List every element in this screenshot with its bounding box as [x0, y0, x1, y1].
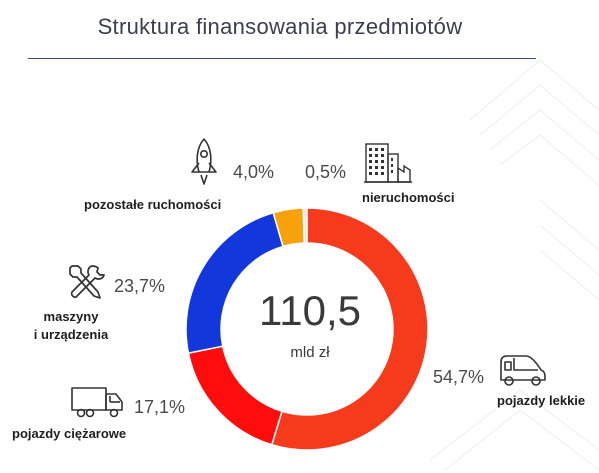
pct-pojazdy-lekkie: 54,7%	[433, 367, 485, 387]
label-pojazdy-lekkie: pojazdy lekkie	[497, 393, 586, 408]
label-maszyny: maszyny i urządzenia	[16, 308, 126, 344]
label-nieruchomosci: nieruchomości	[362, 190, 455, 205]
page-title: Struktura finansowania przedmiotów	[97, 14, 463, 39]
label-pojazdy-ciezarowe: pojazdy ciężarowe	[12, 426, 127, 441]
pct-maszyny: 23,7%	[114, 276, 166, 296]
title-underline	[28, 58, 536, 59]
car-icon	[500, 355, 546, 386]
label-maszyny-line1: maszyny	[43, 309, 99, 324]
total-value: 110,5	[259, 287, 361, 334]
label-pozostale-ruchomosci: pozostałe ruchomości	[84, 197, 222, 212]
donut-slice-nieruchomości	[302, 207, 308, 244]
label-maszyny-line2: i urządzenia	[33, 327, 109, 342]
donut-slice-pojazdy-lekkie	[270, 207, 429, 451]
truck-icon	[71, 387, 123, 418]
rocket-icon	[191, 138, 217, 185]
pct-nieruchomosci: 0,5%	[305, 162, 347, 182]
total-unit: mld zł	[290, 344, 330, 361]
building-icon	[364, 143, 412, 183]
pct-pozostale-ruchomosci: 4,0%	[233, 162, 275, 182]
pct-pojazdy-ciezarowe: 17,1%	[134, 397, 186, 417]
tools-icon	[69, 265, 105, 299]
